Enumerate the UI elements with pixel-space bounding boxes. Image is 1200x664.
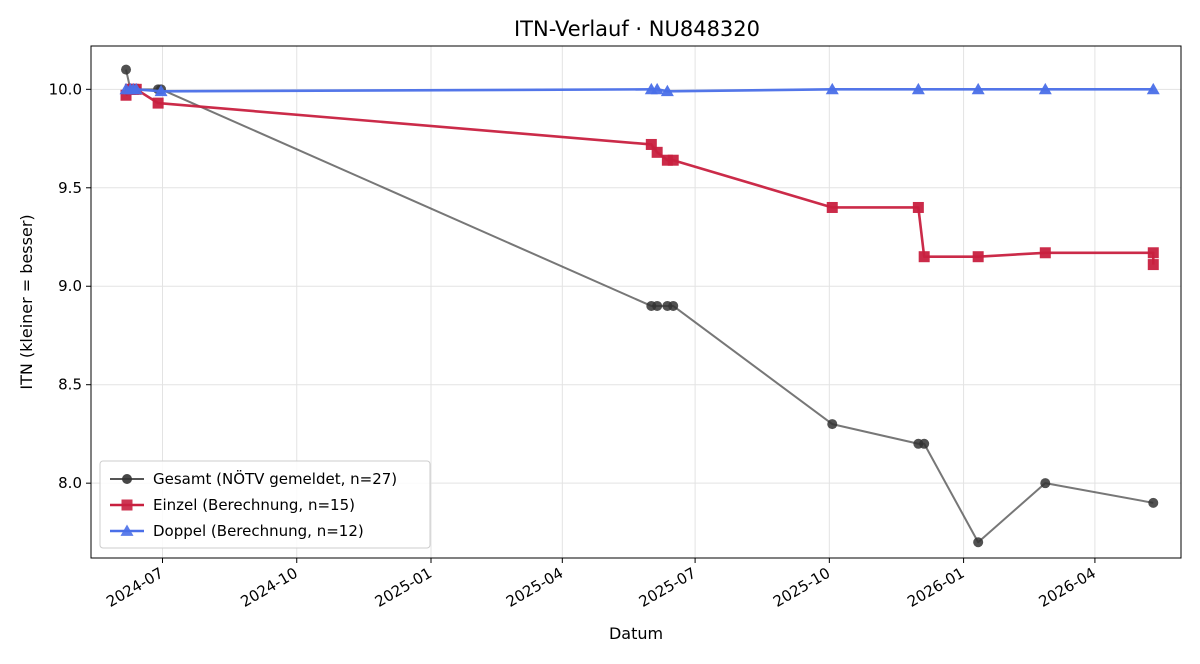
x-tick-label: 2026-01 bbox=[904, 564, 967, 611]
legend-item: Einzel (Berechnung, n=15) bbox=[110, 496, 355, 514]
data-point bbox=[122, 474, 132, 484]
x-axis-label: Datum bbox=[609, 624, 663, 643]
x-axis-ticks: 2024-07 2024-10 2025-01 2025-04 2025-07 2025-… bbox=[103, 558, 1099, 611]
data-point bbox=[129, 82, 143, 95]
data-point bbox=[667, 154, 679, 166]
data-point bbox=[645, 138, 657, 150]
y-axis-ticks: 8.0 8.5 9.0 9.5 10.0 bbox=[49, 80, 91, 492]
legend-item: Gesamt (NÖTV gemeldet, n=27) bbox=[110, 469, 397, 488]
data-point bbox=[911, 82, 925, 95]
data-point bbox=[825, 82, 839, 95]
legend-item: Doppel (Berechnung, n=12) bbox=[110, 522, 364, 540]
data-point bbox=[152, 97, 164, 109]
x-tick-label: 2024-10 bbox=[237, 564, 300, 611]
data-point bbox=[660, 84, 674, 97]
x-tick-label: 2025-10 bbox=[770, 564, 833, 611]
data-point bbox=[1038, 82, 1052, 95]
y-tick-label: 10.0 bbox=[49, 80, 82, 98]
x-tick-label: 2025-04 bbox=[503, 564, 566, 611]
data-point bbox=[120, 89, 132, 101]
y-tick-label: 9.5 bbox=[58, 179, 82, 197]
data-point bbox=[971, 82, 985, 95]
data-point bbox=[826, 201, 838, 213]
y-tick-label: 9.0 bbox=[58, 277, 82, 295]
legend-label: Einzel (Berechnung, n=15) bbox=[153, 496, 355, 514]
y-tick-label: 8.5 bbox=[58, 376, 82, 394]
x-tick-label: 2025-07 bbox=[636, 564, 699, 611]
data-point bbox=[972, 251, 984, 263]
data-point bbox=[1039, 247, 1051, 259]
data-point bbox=[912, 201, 924, 213]
data-point bbox=[973, 537, 984, 548]
x-tick-label: 2026-04 bbox=[1036, 564, 1099, 611]
data-point bbox=[1147, 259, 1159, 271]
chart-title: ITN-Verlauf · NU848320 bbox=[514, 17, 760, 41]
data-point bbox=[661, 154, 673, 166]
x-tick-label: 2024-07 bbox=[103, 564, 166, 611]
data-point bbox=[918, 251, 930, 263]
data-point bbox=[1148, 497, 1159, 508]
data-point bbox=[652, 300, 663, 311]
data-point bbox=[154, 84, 168, 97]
x-tick-label: 2025-01 bbox=[372, 564, 435, 611]
y-tick-label: 8.0 bbox=[58, 474, 82, 492]
data-point bbox=[121, 64, 132, 75]
legend-label: Doppel (Berechnung, n=12) bbox=[153, 522, 364, 540]
data-point bbox=[919, 438, 930, 449]
data-point bbox=[827, 419, 838, 430]
legend: Gesamt (NÖTV gemeldet, n=27) Einzel (Bere… bbox=[99, 460, 431, 549]
data-point bbox=[1147, 247, 1159, 259]
data-series bbox=[119, 64, 1160, 548]
data-point bbox=[668, 300, 679, 311]
data-point bbox=[121, 499, 133, 511]
legend-frame bbox=[99, 460, 431, 549]
data-point bbox=[120, 524, 134, 536]
data-point bbox=[650, 82, 664, 95]
data-point bbox=[1146, 82, 1160, 95]
plot-frame bbox=[90, 45, 1182, 559]
series-doppel bbox=[119, 82, 1160, 97]
y-axis-label: ITN (kleiner = besser) bbox=[17, 214, 36, 389]
data-point bbox=[651, 146, 663, 158]
data-point bbox=[1040, 478, 1051, 489]
legend-label: Gesamt (NÖTV gemeldet, n=27) bbox=[153, 469, 397, 488]
